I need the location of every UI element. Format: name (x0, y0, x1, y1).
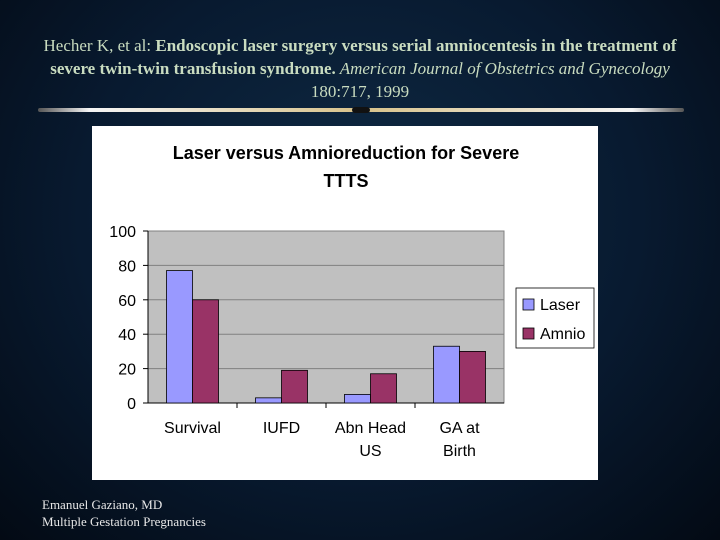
x-tick-label: GA at (439, 420, 480, 437)
x-tick-label: US (359, 443, 381, 460)
reference-citation: Hecher K, et al: Endoscopic laser surger… (30, 34, 690, 103)
footer: Emanuel Gaziano, MD Multiple Gestation P… (42, 496, 206, 530)
y-tick-label: 20 (118, 362, 136, 379)
legend-label-laser: Laser (540, 297, 581, 314)
chart-panel: Laser versus Amnioreduction for Severe TT… (92, 126, 598, 480)
x-tick-label: Survival (164, 420, 221, 437)
bar-amnio (459, 350, 486, 404)
x-tick-label: IUFD (263, 420, 300, 437)
reference-volume: 180:717, 1999 (310, 82, 410, 101)
reference-authors: Hecher K, et al: (43, 36, 156, 55)
chart-title: Laser versus Amnioreduction for Severe (173, 143, 519, 163)
bar-amnio (370, 373, 397, 404)
footer-subtitle: Multiple Gestation Pregnancies (42, 514, 206, 529)
footer-author: Emanuel Gaziano, MD (42, 497, 163, 512)
reference-title: Endoscopic laser surgery versus serial a… (50, 36, 677, 78)
x-tick-label: Birth (443, 443, 476, 460)
legend-label-amnio: Amnio (540, 326, 585, 343)
legend-swatch-laser (522, 298, 535, 311)
reference-journal: American Journal of Obstetrics and Gynec… (335, 59, 670, 78)
bar-amnio (192, 299, 219, 404)
x-tick-label: Abn Head (335, 420, 406, 437)
y-tick-label: 100 (109, 224, 136, 241)
y-tick-label: 60 (118, 293, 136, 310)
bar-laser (433, 345, 460, 404)
divider-ornament (352, 107, 370, 113)
legend-swatch-amnio (522, 327, 535, 340)
bar-chart: Laser versus Amnioreduction for Severe TT… (109, 143, 595, 460)
chart-title-line2: TTTS (324, 171, 369, 191)
y-tick-label: 40 (118, 327, 136, 344)
bar-laser (166, 270, 193, 404)
y-tick-label: 80 (118, 258, 136, 275)
bar-laser (344, 393, 371, 404)
bar-amnio (281, 369, 308, 404)
bar-laser (255, 397, 282, 404)
y-tick-label: 0 (127, 396, 136, 413)
